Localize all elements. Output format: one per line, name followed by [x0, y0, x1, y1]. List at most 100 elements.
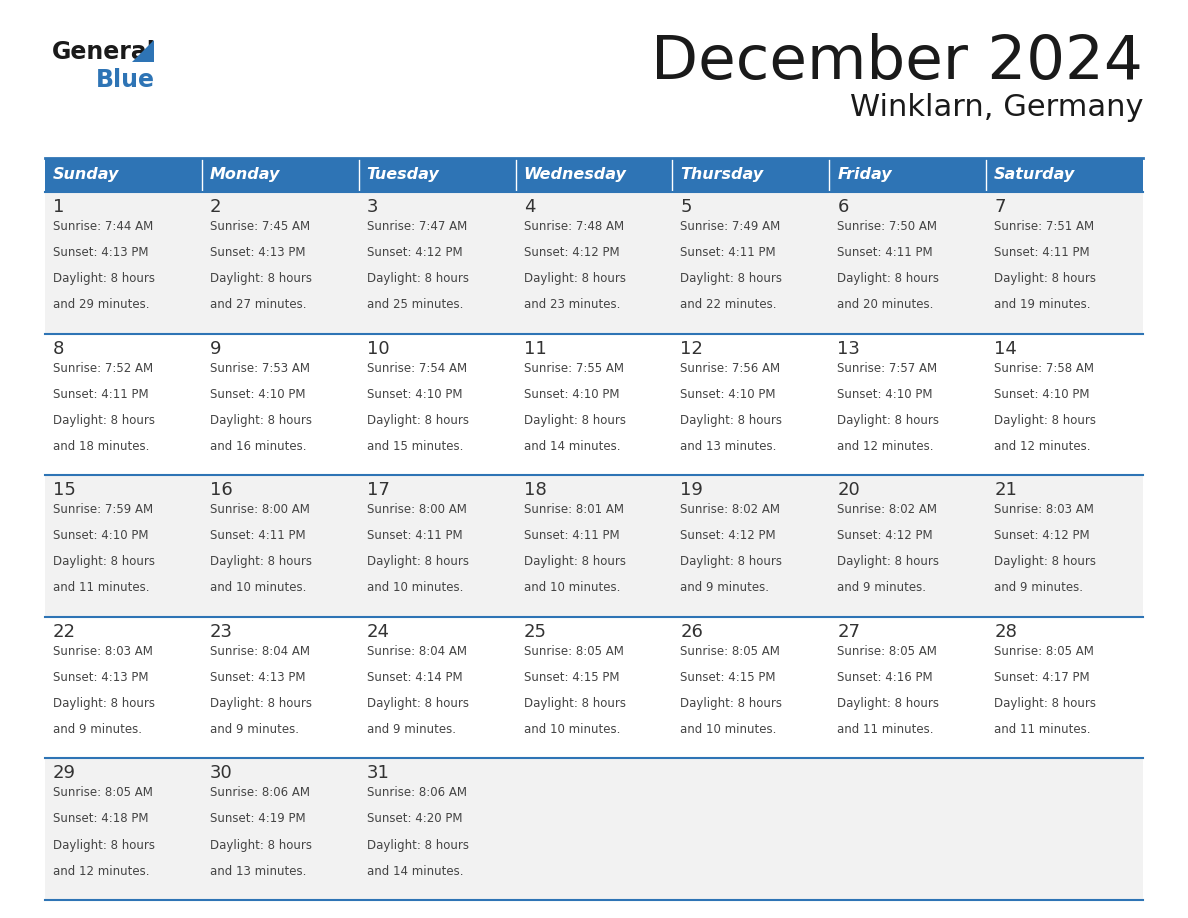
- Text: Daylight: 8 hours: Daylight: 8 hours: [524, 697, 626, 710]
- Text: Sunrise: 8:06 AM: Sunrise: 8:06 AM: [210, 787, 310, 800]
- Text: Daylight: 8 hours: Daylight: 8 hours: [367, 414, 469, 427]
- Text: Daylight: 8 hours: Daylight: 8 hours: [994, 414, 1097, 427]
- Text: and 11 minutes.: and 11 minutes.: [994, 723, 1091, 736]
- Text: Sunrise: 7:45 AM: Sunrise: 7:45 AM: [210, 220, 310, 233]
- Text: 12: 12: [681, 340, 703, 358]
- Text: and 10 minutes.: and 10 minutes.: [524, 723, 620, 736]
- Text: Sunset: 4:10 PM: Sunset: 4:10 PM: [681, 387, 776, 400]
- Text: 14: 14: [994, 340, 1017, 358]
- Text: 27: 27: [838, 622, 860, 641]
- Text: and 11 minutes.: and 11 minutes.: [53, 581, 150, 595]
- Text: and 11 minutes.: and 11 minutes.: [838, 723, 934, 736]
- Text: Daylight: 8 hours: Daylight: 8 hours: [53, 697, 154, 710]
- Text: 24: 24: [367, 622, 390, 641]
- Text: Sunrise: 8:05 AM: Sunrise: 8:05 AM: [681, 644, 781, 658]
- Text: Daylight: 8 hours: Daylight: 8 hours: [681, 697, 783, 710]
- Text: Daylight: 8 hours: Daylight: 8 hours: [838, 414, 940, 427]
- Text: Daylight: 8 hours: Daylight: 8 hours: [53, 273, 154, 285]
- Text: 22: 22: [53, 622, 76, 641]
- Text: and 13 minutes.: and 13 minutes.: [681, 440, 777, 453]
- Text: Sunset: 4:15 PM: Sunset: 4:15 PM: [524, 671, 619, 684]
- Text: Sunrise: 8:00 AM: Sunrise: 8:00 AM: [210, 503, 310, 516]
- Text: and 9 minutes.: and 9 minutes.: [210, 723, 299, 736]
- Bar: [45, 617, 1143, 758]
- Text: Sunrise: 8:03 AM: Sunrise: 8:03 AM: [994, 503, 1094, 516]
- Text: and 12 minutes.: and 12 minutes.: [994, 440, 1091, 453]
- Text: and 9 minutes.: and 9 minutes.: [367, 723, 456, 736]
- Text: and 14 minutes.: and 14 minutes.: [524, 440, 620, 453]
- Text: and 9 minutes.: and 9 minutes.: [681, 581, 770, 595]
- Text: Sunset: 4:19 PM: Sunset: 4:19 PM: [210, 812, 305, 825]
- Text: and 29 minutes.: and 29 minutes.: [53, 298, 150, 311]
- Text: 3: 3: [367, 198, 378, 216]
- Text: 6: 6: [838, 198, 848, 216]
- Text: Sunset: 4:10 PM: Sunset: 4:10 PM: [367, 387, 462, 400]
- Text: Wednesday: Wednesday: [524, 167, 626, 183]
- Text: Sunset: 4:10 PM: Sunset: 4:10 PM: [994, 387, 1089, 400]
- Text: 21: 21: [994, 481, 1017, 499]
- Text: Winklarn, Germany: Winklarn, Germany: [849, 93, 1143, 122]
- Text: and 13 minutes.: and 13 minutes.: [210, 865, 307, 878]
- Text: 8: 8: [53, 340, 64, 358]
- Text: Sunrise: 8:05 AM: Sunrise: 8:05 AM: [53, 787, 153, 800]
- Text: 1: 1: [53, 198, 64, 216]
- Text: Sunset: 4:13 PM: Sunset: 4:13 PM: [210, 246, 305, 259]
- Text: 29: 29: [53, 765, 76, 782]
- Text: Daylight: 8 hours: Daylight: 8 hours: [210, 697, 312, 710]
- Text: Daylight: 8 hours: Daylight: 8 hours: [681, 414, 783, 427]
- Text: Sunset: 4:10 PM: Sunset: 4:10 PM: [524, 387, 619, 400]
- Text: Sunset: 4:10 PM: Sunset: 4:10 PM: [210, 387, 305, 400]
- Text: Monday: Monday: [210, 167, 280, 183]
- Text: 28: 28: [994, 622, 1017, 641]
- Text: 4: 4: [524, 198, 535, 216]
- Text: Daylight: 8 hours: Daylight: 8 hours: [210, 838, 312, 852]
- Text: Daylight: 8 hours: Daylight: 8 hours: [681, 273, 783, 285]
- Text: Sunrise: 8:04 AM: Sunrise: 8:04 AM: [210, 644, 310, 658]
- Text: and 20 minutes.: and 20 minutes.: [838, 298, 934, 311]
- Text: Sunset: 4:13 PM: Sunset: 4:13 PM: [210, 671, 305, 684]
- Text: and 10 minutes.: and 10 minutes.: [524, 581, 620, 595]
- Text: Daylight: 8 hours: Daylight: 8 hours: [524, 555, 626, 568]
- Text: Sunrise: 8:06 AM: Sunrise: 8:06 AM: [367, 787, 467, 800]
- Text: Sunset: 4:12 PM: Sunset: 4:12 PM: [994, 530, 1089, 543]
- Text: 30: 30: [210, 765, 233, 782]
- Text: Sunrise: 8:05 AM: Sunrise: 8:05 AM: [994, 644, 1094, 658]
- Text: Sunset: 4:15 PM: Sunset: 4:15 PM: [681, 671, 776, 684]
- Text: Thursday: Thursday: [681, 167, 764, 183]
- Bar: [202, 158, 359, 192]
- Text: Sunset: 4:10 PM: Sunset: 4:10 PM: [838, 387, 933, 400]
- Text: Sunrise: 8:02 AM: Sunrise: 8:02 AM: [681, 503, 781, 516]
- Text: and 9 minutes.: and 9 minutes.: [53, 723, 143, 736]
- Text: and 25 minutes.: and 25 minutes.: [367, 298, 463, 311]
- Bar: [516, 158, 672, 192]
- Bar: [45, 192, 1143, 333]
- Text: 18: 18: [524, 481, 546, 499]
- Text: Daylight: 8 hours: Daylight: 8 hours: [53, 838, 154, 852]
- Text: Sunset: 4:11 PM: Sunset: 4:11 PM: [838, 246, 933, 259]
- Text: Sunrise: 8:04 AM: Sunrise: 8:04 AM: [367, 644, 467, 658]
- Text: Sunset: 4:12 PM: Sunset: 4:12 PM: [367, 246, 462, 259]
- Text: 9: 9: [210, 340, 221, 358]
- Text: Daylight: 8 hours: Daylight: 8 hours: [994, 555, 1097, 568]
- Text: Sunset: 4:12 PM: Sunset: 4:12 PM: [524, 246, 619, 259]
- Text: Sunset: 4:18 PM: Sunset: 4:18 PM: [53, 812, 148, 825]
- Text: Sunrise: 7:58 AM: Sunrise: 7:58 AM: [994, 362, 1094, 375]
- Text: Daylight: 8 hours: Daylight: 8 hours: [994, 273, 1097, 285]
- Text: Sunrise: 7:52 AM: Sunrise: 7:52 AM: [53, 362, 153, 375]
- Text: Sunrise: 8:05 AM: Sunrise: 8:05 AM: [524, 644, 624, 658]
- Text: and 10 minutes.: and 10 minutes.: [681, 723, 777, 736]
- Text: Daylight: 8 hours: Daylight: 8 hours: [681, 555, 783, 568]
- Text: Saturday: Saturday: [994, 167, 1075, 183]
- Text: Sunset: 4:10 PM: Sunset: 4:10 PM: [53, 530, 148, 543]
- Text: Sunset: 4:12 PM: Sunset: 4:12 PM: [681, 530, 776, 543]
- Text: 31: 31: [367, 765, 390, 782]
- Text: Sunrise: 7:56 AM: Sunrise: 7:56 AM: [681, 362, 781, 375]
- Text: General: General: [52, 40, 156, 64]
- Bar: [672, 158, 829, 192]
- Text: Sunset: 4:11 PM: Sunset: 4:11 PM: [367, 530, 462, 543]
- Text: Sunrise: 7:54 AM: Sunrise: 7:54 AM: [367, 362, 467, 375]
- Bar: [45, 158, 202, 192]
- Text: and 10 minutes.: and 10 minutes.: [367, 581, 463, 595]
- Bar: [45, 758, 1143, 900]
- Text: Sunset: 4:14 PM: Sunset: 4:14 PM: [367, 671, 462, 684]
